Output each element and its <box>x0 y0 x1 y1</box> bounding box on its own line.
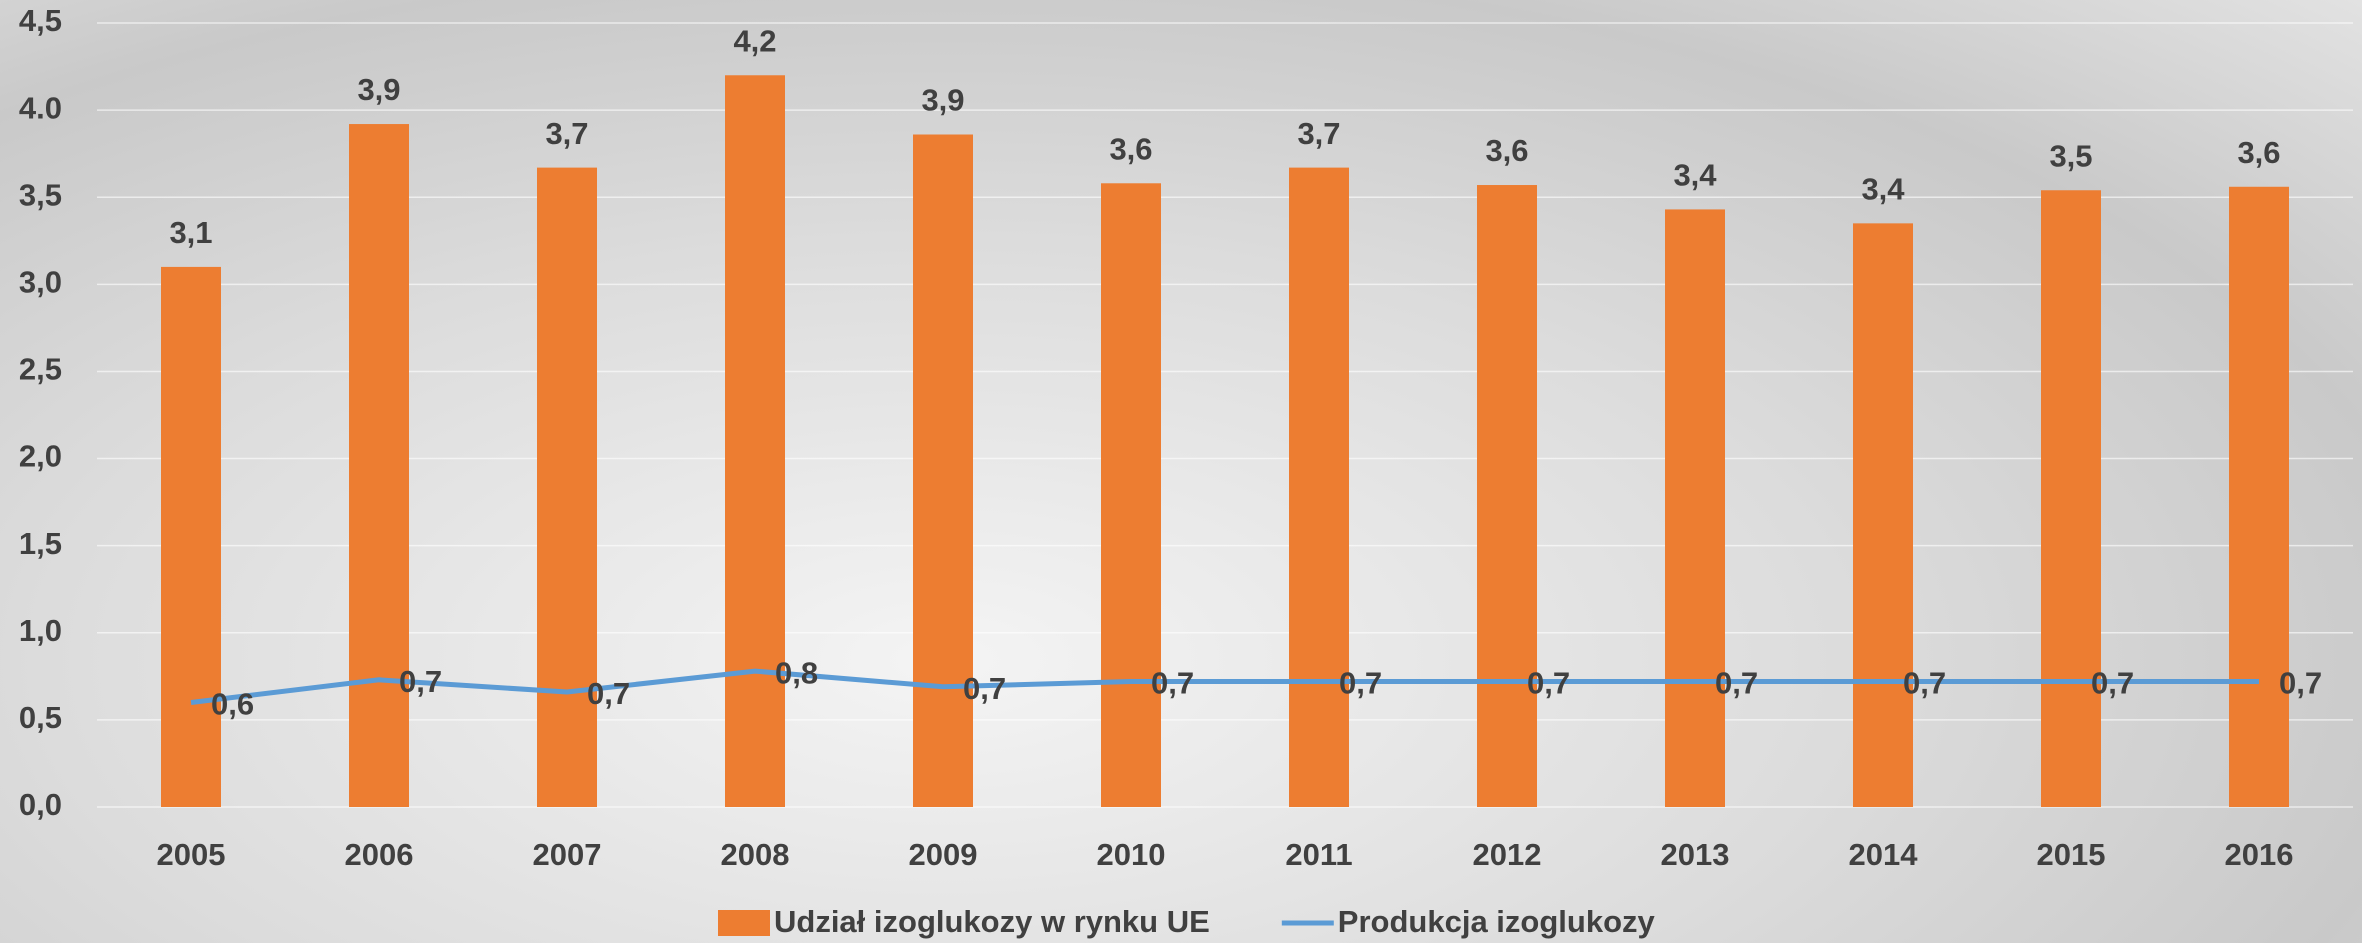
bar-value-label: 3,4 <box>1861 172 1905 207</box>
bar-value-label: 3,6 <box>1485 133 1528 168</box>
x-tick-label: 2010 <box>1097 837 1166 872</box>
bar-value-label: 4,2 <box>733 23 776 58</box>
bar-value-label: 3,7 <box>545 116 588 151</box>
x-tick-label: 2011 <box>1285 837 1352 872</box>
line <box>191 671 2259 702</box>
y-tick-label: 1,5 <box>19 526 62 561</box>
bar-value-label: 3,9 <box>357 72 400 107</box>
bar <box>913 135 973 807</box>
line-value-label: 0,7 <box>1527 666 1570 701</box>
y-tick-label: 2,5 <box>19 352 62 387</box>
y-tick-label: 4,5 <box>19 3 62 38</box>
bar-value-label: 3,7 <box>1297 116 1340 151</box>
line-value-label: 0,7 <box>963 671 1006 706</box>
chart: 0,0 0,5 1,0 1,5 2,0 2,5 3,0 3,5 4.0 4,5 2005 2006 20… <box>0 0 2362 943</box>
line-value-label: 0,7 <box>2279 666 2322 701</box>
legend-swatch <box>718 910 770 936</box>
x-tick-label: 2006 <box>345 837 414 872</box>
line-value-label: 0,7 <box>1151 666 1194 701</box>
bar <box>2229 187 2289 807</box>
y-tick-label: 4.0 <box>19 90 62 125</box>
bar <box>725 75 785 807</box>
bar <box>1853 223 1913 807</box>
x-tick-label: 2014 <box>1849 837 1919 872</box>
y-tick-label: 1,0 <box>19 613 62 648</box>
line-value-label: 0,7 <box>399 664 442 699</box>
x-tick-label: 2013 <box>1661 837 1730 872</box>
legend-label: Produkcja izoglukozy <box>1338 904 1656 939</box>
line-value-label: 0,8 <box>775 655 818 690</box>
bar <box>349 124 409 807</box>
line-value-label: 0,6 <box>211 687 254 722</box>
bar <box>1289 168 1349 807</box>
bar <box>1665 209 1725 807</box>
bar <box>1101 183 1161 807</box>
bar-value-label: 3,9 <box>921 83 964 118</box>
x-tick-label: 2012 <box>1473 837 1542 872</box>
line-value-label: 0,7 <box>1339 666 1382 701</box>
bar-value-label: 3,4 <box>1673 158 1717 193</box>
y-tick-label: 0,5 <box>19 700 62 735</box>
line-value-label: 0,7 <box>1903 666 1946 701</box>
x-tick-label: 2016 <box>2225 837 2294 872</box>
x-tick-label: 2015 <box>2037 837 2106 872</box>
bar-value-label: 3,6 <box>2237 135 2280 170</box>
y-tick-label: 3,0 <box>19 265 62 300</box>
bar-value-label: 3,5 <box>2049 138 2092 173</box>
y-tick-label: 0,0 <box>19 787 62 822</box>
legend-label: Udział izoglukozy w rynku UE <box>774 904 1210 939</box>
bar <box>2041 190 2101 807</box>
line-value-label: 0,7 <box>2091 666 2134 701</box>
x-tick-label: 2007 <box>533 837 602 872</box>
x-tick-label: 2009 <box>909 837 978 872</box>
y-tick-label: 3,5 <box>19 177 62 212</box>
line-value-label: 0,7 <box>587 676 630 711</box>
x-tick-label: 2005 <box>157 837 226 872</box>
x-tick-label: 2008 <box>721 837 790 872</box>
bar <box>161 267 221 807</box>
line-value-label: 0,7 <box>1715 666 1758 701</box>
bar-value-label: 3,1 <box>169 215 212 250</box>
bar <box>1477 185 1537 807</box>
bar-value-label: 3,6 <box>1109 131 1152 166</box>
y-tick-label: 2,0 <box>19 439 62 474</box>
